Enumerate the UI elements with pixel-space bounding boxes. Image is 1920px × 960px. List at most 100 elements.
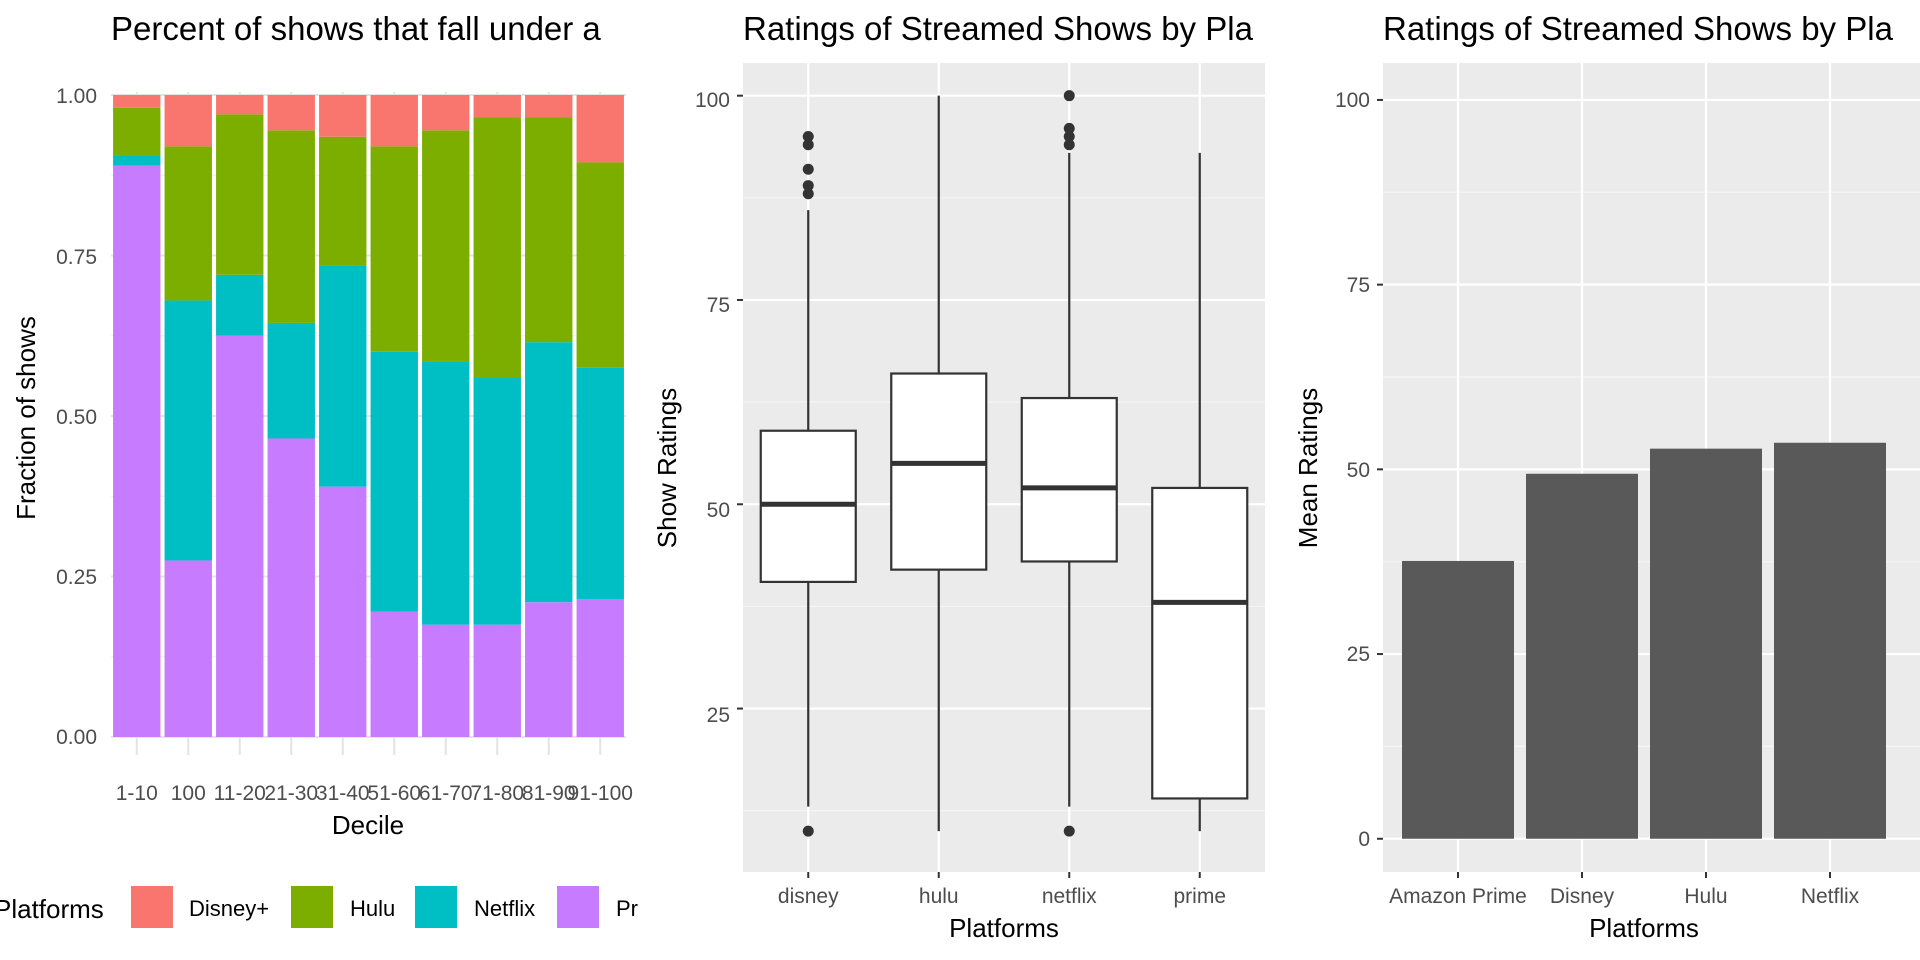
outlier-point-netflix — [1063, 825, 1075, 837]
x-tick-label: Netflix — [1801, 885, 1860, 908]
bar-hulu — [1650, 448, 1762, 839]
panel2-boxes — [759, 90, 1249, 837]
bar-segment-pr-51-60 — [370, 611, 418, 737]
panel-boxplot: Ratings of Streamed Shows by Pla 25 50 7… — [652, 10, 1265, 943]
bar-segment-netflix-1-10 — [113, 155, 161, 166]
box-prime — [1151, 486, 1249, 800]
outlier-point-disney — [802, 180, 814, 192]
y-tick-label: 50 — [1347, 459, 1370, 482]
bar-segment-pr-71-80 — [473, 624, 521, 737]
legend-swatch-prime — [557, 886, 599, 928]
box-netflix — [1020, 396, 1118, 563]
x-tick-label: 71-80 — [470, 782, 524, 805]
bar-segment-disney-31-40 — [319, 95, 367, 137]
bar-segment-netflix-51-60 — [370, 351, 418, 612]
bar-segment-pr-21-30 — [267, 438, 315, 737]
x-tick-label: netflix — [1042, 885, 1097, 908]
legend-label-netflix: Netflix — [474, 896, 535, 921]
y-tick-label: 75 — [1347, 274, 1370, 297]
x-tick-label: 31-40 — [316, 782, 370, 805]
outlier-point-netflix — [1063, 131, 1075, 143]
outlier-point-disney — [802, 139, 814, 151]
panel2-title: Ratings of Streamed Shows by Pla — [743, 10, 1254, 47]
bar-segment-hulu-31-40 — [319, 136, 367, 266]
y-tick-label: 1.00 — [56, 85, 97, 108]
legend-label-hulu: Hulu — [350, 896, 395, 921]
bar-segment-hulu-61-70 — [422, 130, 470, 362]
bar-segment-netflix-31-40 — [319, 265, 367, 487]
panel1-y-axis-title: Fraction of shows — [11, 316, 41, 520]
y-tick-label: 25 — [1347, 643, 1370, 666]
bar-segment-disney-11-20 — [216, 95, 264, 115]
panel1-title: Percent of shows that fall under a — [111, 10, 601, 47]
panel2-x-axis-title: Platforms — [949, 913, 1059, 943]
bar-segment-disney-71-80 — [473, 95, 521, 118]
x-tick-label: Amazon Prime — [1389, 885, 1527, 908]
bar-segment-netflix-91-100 — [576, 367, 624, 599]
panel2-y-axis-title: Show Ratings — [652, 388, 682, 548]
panel1-x-ticks: 1-10 100 11-2021-3031-4051-6061-7071-8081-… — [116, 782, 633, 805]
x-tick-label: 21-30 — [264, 782, 318, 805]
bar-segment-disney-81-90 — [525, 95, 573, 118]
y-tick-label: 100 — [695, 89, 730, 112]
bar-segment-hulu-1-10 — [113, 107, 161, 156]
panel3-y-ticks: 0 25 50 75 100 — [1335, 89, 1370, 851]
y-tick-label: 0.25 — [56, 566, 97, 589]
x-tick-label: 1-10 — [116, 782, 158, 805]
outlier-point-netflix — [1063, 90, 1075, 102]
legend: Platforms Disney+ Hulu Netflix Pr — [0, 886, 638, 928]
bar-segment-netflix-11-20 — [216, 274, 264, 336]
bar-amazon-prime — [1402, 560, 1514, 839]
bar-segment-netflix-100 — [164, 300, 212, 561]
legend-swatch-netflix — [415, 886, 457, 928]
x-tick-label: 11-20 — [214, 782, 266, 805]
x-tick-label: disney — [778, 885, 839, 908]
panel3-bars — [1402, 442, 1886, 839]
bar-disney — [1526, 473, 1638, 839]
x-tick-label: 51-60 — [367, 782, 421, 805]
bar-segment-hulu-100 — [164, 146, 212, 301]
panel3-x-axis-title: Platforms — [1589, 913, 1699, 943]
x-tick-label: prime — [1173, 885, 1226, 908]
bar-segment-netflix-61-70 — [422, 361, 470, 625]
x-tick-label: hulu — [919, 885, 959, 908]
y-tick-label: 75 — [707, 294, 730, 317]
panel2-y-ticks: 25 50 75 100 — [695, 89, 730, 727]
outlier-point-netflix — [1063, 122, 1075, 134]
bar-segment-pr-1-10 — [113, 165, 161, 737]
bar-segment-pr-100 — [164, 560, 212, 737]
bar-segment-pr-31-40 — [319, 486, 367, 737]
legend-label-prime: Pr — [616, 896, 638, 921]
bar-segment-hulu-11-20 — [216, 114, 264, 275]
y-tick-label: 0.75 — [56, 246, 97, 269]
x-tick-label: 100 — [171, 782, 206, 805]
bar-segment-disney-1-10 — [113, 95, 161, 108]
bar-segment-pr-81-90 — [525, 602, 573, 737]
panel1-bars — [113, 95, 624, 737]
bar-segment-disney-100 — [164, 95, 212, 147]
x-tick-label: 81-90 — [522, 782, 576, 805]
x-tick-label: Disney — [1550, 885, 1615, 908]
y-tick-label: 100 — [1335, 89, 1370, 112]
bar-segment-netflix-81-90 — [525, 342, 573, 603]
bar-netflix — [1774, 442, 1886, 839]
outlier-point-disney — [802, 188, 814, 200]
outlier-point-disney — [802, 131, 814, 143]
bar-segment-disney-61-70 — [422, 95, 470, 131]
bar-segment-pr-11-20 — [216, 335, 264, 737]
outlier-point-disney — [802, 825, 814, 837]
x-tick-label: 61-70 — [419, 782, 473, 805]
panel2-x-ticks: disney hulu netflix prime — [737, 94, 1226, 908]
y-tick-label: 0.50 — [56, 406, 97, 429]
panel3-title: Ratings of Streamed Shows by Pla — [1383, 10, 1894, 47]
bar-segment-disney-91-100 — [576, 95, 624, 163]
bar-segment-hulu-71-80 — [473, 117, 521, 378]
bar-segment-hulu-21-30 — [267, 130, 315, 323]
panel3-x-ticks: Amazon Prime Disney Hulu Netflix — [1377, 98, 1860, 908]
x-tick-label: 91-100 — [568, 782, 633, 805]
panel-mean-ratings: Ratings of Streamed Shows by Pla 0 25 50… — [1293, 10, 1920, 943]
panel-decile-stacked: Percent of shows that fall under a 0.00 … — [0, 10, 638, 928]
bar-segment-hulu-81-90 — [525, 117, 573, 343]
bar-segment-pr-61-70 — [422, 624, 470, 737]
